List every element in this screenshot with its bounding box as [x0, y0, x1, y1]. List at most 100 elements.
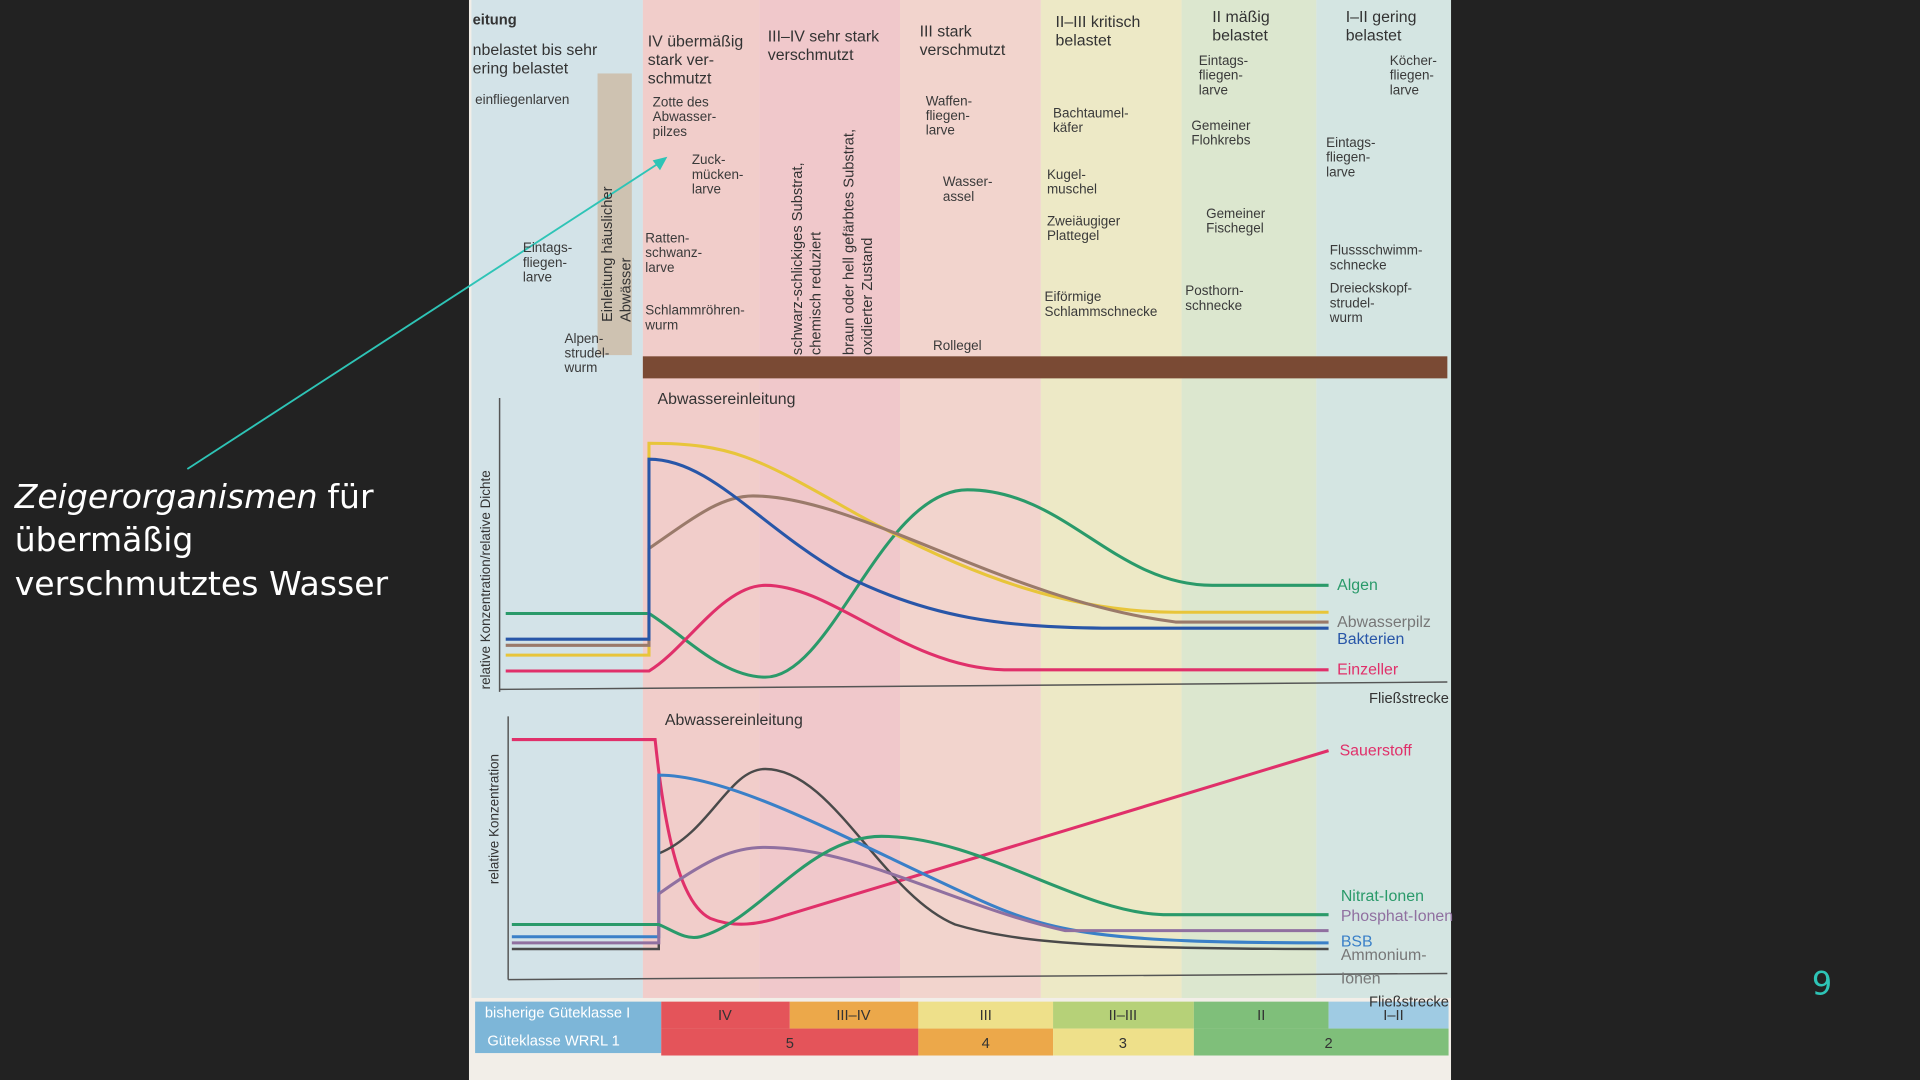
zone-band: [1181, 0, 1317, 998]
organism-label: Dreieckskopf-: [1330, 281, 1412, 296]
curve-label: Bakterien: [1337, 631, 1404, 648]
class-cell: [475, 1001, 662, 1054]
caption-emphasis: Zeigerorganismen: [14, 477, 318, 516]
organism-label: Zweiäugiger: [1047, 213, 1121, 228]
page-number: 9: [1812, 964, 1832, 1002]
zone-header: ering belastet: [473, 60, 569, 77]
zone-header: nbelastet bis sehr: [473, 42, 598, 59]
ammonium-curve: [511, 845, 1329, 945]
curve-label: Sauerstoff: [1340, 743, 1413, 760]
organism-label: Alpen-: [564, 331, 603, 346]
class-cell: [918, 1028, 1054, 1056]
event-marker: Abwassereinleitung: [665, 712, 803, 729]
x-axis-label: Fließstrecke: [1369, 995, 1449, 1011]
organism-label: larve: [1326, 164, 1355, 179]
curve-label: Ionen: [1341, 970, 1381, 987]
class-cell: [1193, 1028, 1449, 1056]
organism-label: Gemeiner: [1191, 118, 1251, 133]
quality-class: III–IV: [836, 1008, 870, 1024]
organism-label: Zuck-: [692, 152, 726, 167]
quality-class: II: [1257, 1008, 1265, 1024]
class-cell: [1053, 1001, 1194, 1029]
class-cell: [918, 1001, 1054, 1029]
algae-curve: [505, 488, 1329, 679]
quality-class: 4: [982, 1036, 990, 1052]
zone-header: III–IV sehr stark: [768, 29, 879, 46]
curve-label: BSB: [1341, 934, 1373, 951]
organism-label: Flussschwimm-: [1330, 243, 1423, 258]
x-axis-label: Fließstrecke: [1369, 691, 1449, 707]
x-axis: [499, 681, 1448, 691]
vertical-label: oxidierter Zustand: [860, 238, 876, 356]
organism-label: muschel: [1047, 181, 1097, 196]
class-cell: [1053, 1028, 1194, 1056]
organism-label: Abwasser-: [653, 109, 717, 124]
organism-label: fliegen-: [523, 255, 567, 270]
organism-label: larve: [926, 123, 955, 138]
curve-label: Ammonium-: [1341, 947, 1427, 964]
organism-label: käfer: [1053, 120, 1083, 135]
organism-label: einfliegenlarven: [475, 92, 569, 107]
organism-label: schnecke: [1185, 298, 1242, 313]
organism-label: Eintags-: [1199, 53, 1248, 68]
organism-label: wurm: [644, 317, 678, 332]
organism-label: larve: [692, 181, 721, 196]
vertical-label: braun oder hell gefärbtes Substrat,: [841, 129, 857, 355]
zone-header: belastet: [1346, 27, 1402, 44]
organism-label: Zotte des: [653, 95, 709, 110]
zone-header: belastet: [1212, 27, 1268, 44]
organism-label: fliegen-: [1199, 68, 1243, 83]
organism-label: strudel-: [1330, 295, 1375, 310]
organism-label: Ratten-: [645, 230, 689, 245]
vertical-label: Einleitung häuslicher: [600, 186, 616, 322]
y-axis-label: relative Konzentration/relative Dichte: [478, 470, 493, 689]
class-cell: [789, 1001, 919, 1029]
quality-class: I–II: [1383, 1008, 1403, 1024]
organism-label: fliegen-: [1390, 68, 1434, 83]
organism-label: Eintags-: [523, 240, 572, 255]
zone-band: [1040, 0, 1182, 998]
x-axis: [508, 972, 1448, 981]
organism-label: larve: [645, 260, 674, 275]
curve-label: Nitrat-Ionen: [1341, 888, 1424, 905]
organism-label: Kugel-: [1047, 167, 1086, 182]
curve-label: Abwasserpilz: [1337, 614, 1431, 631]
quality-class: 3: [1119, 1036, 1127, 1052]
curve-label: Phosphat-Ionen: [1341, 908, 1453, 925]
curve-label: Algen: [1337, 577, 1378, 594]
bacteria-curve: [505, 457, 1329, 641]
organism-label: strudel-: [564, 346, 609, 361]
organism-label: mücken-: [692, 167, 744, 182]
zone-header: II–III kritisch: [1056, 14, 1141, 31]
textbook-photo: [468, 0, 1452, 1080]
class-cell: [661, 1028, 919, 1056]
caption-line: übermäßig: [15, 520, 194, 559]
pointer-arrow: [186, 160, 662, 470]
caption: Zeigerorganismen für: [14, 477, 374, 516]
corner-label: eitung: [473, 12, 517, 28]
quality-class: 2: [1324, 1036, 1332, 1052]
organism-label: Fischegel: [1206, 221, 1264, 236]
organism-label: larve: [1199, 82, 1228, 97]
caption-line: verschmutztes Wasser: [15, 564, 389, 603]
organism-label: schnecke: [1330, 257, 1387, 272]
vertical-label: chemisch reduziert: [808, 232, 824, 355]
class-cell: [1328, 1001, 1449, 1029]
zone-header: verschmutzt: [768, 47, 854, 64]
organism-label: Posthorn-: [1185, 283, 1243, 298]
fungus-curve: [505, 494, 1329, 647]
quality-class: 5: [786, 1036, 794, 1052]
organism-label: fliegen-: [926, 108, 970, 123]
zone-header: schmutzt: [648, 70, 712, 87]
quality-class: II–III: [1109, 1008, 1138, 1024]
vertical-label: Abwässer: [619, 257, 635, 322]
zone-header: verschmutzt: [920, 42, 1006, 59]
organism-label: Waffen-: [926, 93, 972, 108]
zone-header: I–II gering: [1346, 9, 1417, 26]
organism-label: Rollegel: [933, 338, 982, 353]
caption-line: für: [327, 477, 374, 516]
organism-label: larve: [1390, 82, 1419, 97]
class-row-label: Güteklasse WRRL 1: [487, 1034, 620, 1050]
zone-header: II mäßig: [1212, 9, 1269, 26]
